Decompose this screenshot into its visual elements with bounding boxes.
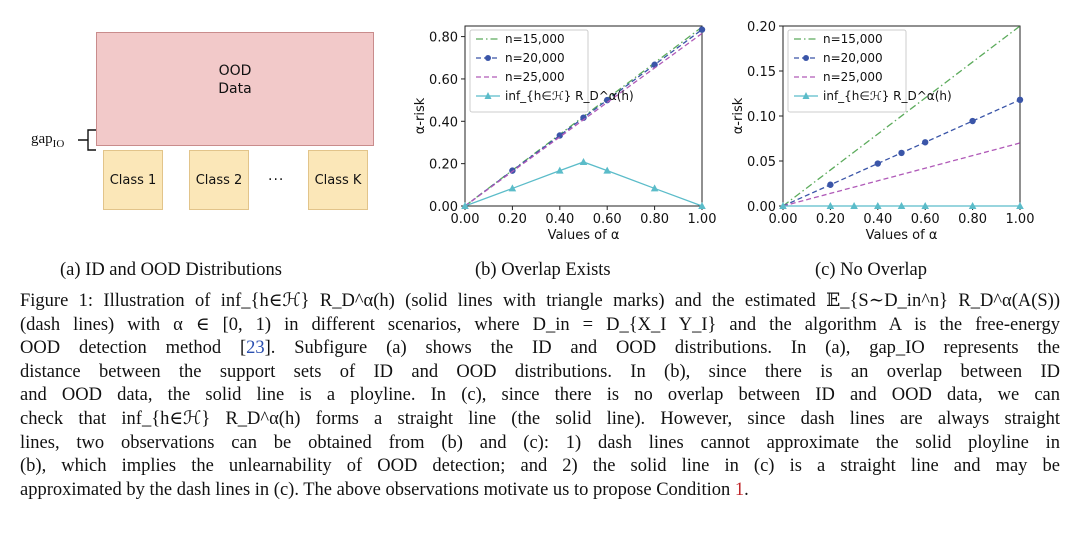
data-point	[698, 26, 706, 33]
citation-link-23[interactable]: 23	[246, 338, 265, 359]
series-line-2	[464, 32, 703, 207]
series-line-2	[782, 142, 1021, 207]
data-point	[897, 202, 906, 209]
caption-line-1: Figure 1: Illustration of inf_{h∈ℋ} R_D^…	[20, 291, 1060, 311]
data-point	[579, 157, 588, 165]
ood-data-box	[96, 32, 374, 146]
data-point	[874, 160, 881, 167]
subcaption-c: (c) No Overlap	[815, 260, 927, 280]
data-point	[874, 202, 882, 209]
x-tick-label: 1.00	[1006, 212, 1035, 227]
x-tick-label: 0.80	[958, 212, 987, 227]
caption-line-3: OOD detection method [23]. Subfigure (a)…	[20, 338, 1060, 359]
legend-label: n=15,000	[505, 32, 565, 46]
y-tick-label: 0.80	[429, 31, 458, 46]
caption-line-9: approximated by the dash lines in (c). T…	[20, 479, 749, 500]
data-point	[922, 139, 929, 146]
y-axis-label: α-risk	[413, 97, 428, 134]
y-tick-label: 0.20	[747, 20, 776, 35]
legend-box	[469, 29, 589, 113]
legend-marker	[484, 92, 492, 99]
x-tick-label: 0.20	[816, 212, 845, 227]
series-line-0	[782, 25, 1021, 207]
caption-line-8: (b), which implies the unlearnability of…	[20, 456, 1060, 477]
x-tick-label: 0.60	[911, 212, 940, 227]
ood-data-label: OOD Data	[96, 62, 374, 98]
data-point	[850, 202, 858, 209]
caption-line-5: and OOD data, the solid line is a ployli…	[20, 385, 1060, 406]
data-point	[556, 166, 564, 174]
legend-label: n=25,000	[823, 70, 883, 84]
y-tick-label: 0.15	[747, 65, 776, 80]
y-tick-label: 0.00	[747, 200, 776, 215]
data-point	[968, 202, 977, 209]
ood-label-line2: Data	[218, 81, 252, 97]
data-point	[698, 202, 706, 209]
y-tick-label: 0.05	[747, 155, 776, 170]
x-axis-label: Values of α	[866, 228, 938, 243]
caption-line-4: distance between the support sets of ID …	[20, 361, 1060, 382]
gap-subscript: IO	[52, 138, 65, 150]
legend-label: n=20,000	[505, 51, 565, 65]
data-point	[1016, 202, 1024, 209]
data-point	[508, 184, 517, 192]
ood-label-line1: OOD	[218, 63, 252, 79]
legend-label: inf_{h∈ℋ} R_D^α(h)	[823, 89, 952, 103]
x-tick-label: 0.00	[451, 212, 480, 227]
x-axis-label: Values of α	[548, 228, 620, 243]
caption-line-6: check that inf_{h∈ℋ} R_D^α(h) forms a st…	[20, 408, 1060, 429]
data-point	[556, 132, 563, 139]
legend-label: n=20,000	[823, 51, 883, 65]
gap-bracket	[78, 129, 96, 151]
legend-box	[787, 29, 907, 113]
y-tick-label: 0.60	[429, 73, 458, 88]
class-box-2: Class 2	[189, 150, 249, 210]
data-point	[461, 202, 469, 209]
data-point	[779, 202, 787, 209]
legend-label: inf_{h∈ℋ} R_D^α(h)	[505, 89, 634, 103]
data-point	[969, 117, 976, 125]
x-tick-label: 0.60	[593, 212, 622, 227]
y-tick-label: 0.40	[429, 115, 458, 130]
figure-caption: Figure 1: Illustration of inf_{h∈ℋ} R_D^…	[20, 290, 1060, 502]
x-tick-label: 0.20	[498, 212, 527, 227]
data-point	[826, 202, 835, 209]
class-ellipsis: ···	[268, 172, 285, 188]
y-tick-label: 0.10	[747, 110, 776, 125]
caption-line-2: (dash lines) with α ∈ [0, 1) in differen…	[20, 314, 1060, 335]
legend-marker	[485, 55, 491, 61]
x-tick-label: 1.00	[688, 212, 717, 227]
legend-marker	[803, 55, 809, 61]
x-tick-label: 0.80	[640, 212, 669, 227]
data-point	[827, 181, 834, 188]
legend-marker	[802, 92, 810, 99]
chart-overlap-exists: 0.00 0.20 0.40 0.60 0.80 1.00 0.00 0.20 0.40 0.60…	[413, 25, 717, 243]
y-tick-label: 0.20	[429, 158, 458, 173]
data-point	[921, 202, 929, 209]
condition-link-1[interactable]: 1	[734, 479, 745, 500]
x-tick-label: 0.40	[863, 212, 892, 227]
gap-text: gap	[31, 131, 53, 147]
legend-label: n=15,000	[823, 32, 883, 46]
gap-io-label: gapIO	[31, 131, 64, 150]
y-axis-label: α-risk	[731, 97, 746, 134]
x-tick-label: 0.00	[769, 212, 798, 227]
data-point	[650, 184, 659, 192]
subcaption-b: (b) Overlap Exists	[475, 260, 611, 280]
data-point	[1016, 96, 1024, 104]
y-tick-label: 0.00	[429, 200, 458, 215]
subcaption-a: (a) ID and OOD Distributions	[60, 260, 282, 280]
x-tick-label: 0.40	[545, 212, 574, 227]
class-box-1: Class 1	[103, 150, 163, 210]
data-point	[898, 149, 905, 157]
legend-label: n=25,000	[505, 70, 565, 84]
chart-no-overlap: 0.00 0.20 0.40 0.60 0.80 1.00 0.00 0.05 0.10 0.15…	[731, 20, 1035, 243]
data-point	[603, 166, 611, 174]
class-box-k: Class K	[308, 150, 368, 210]
caption-line-7: lines, two observations can be obtained …	[20, 432, 1060, 453]
